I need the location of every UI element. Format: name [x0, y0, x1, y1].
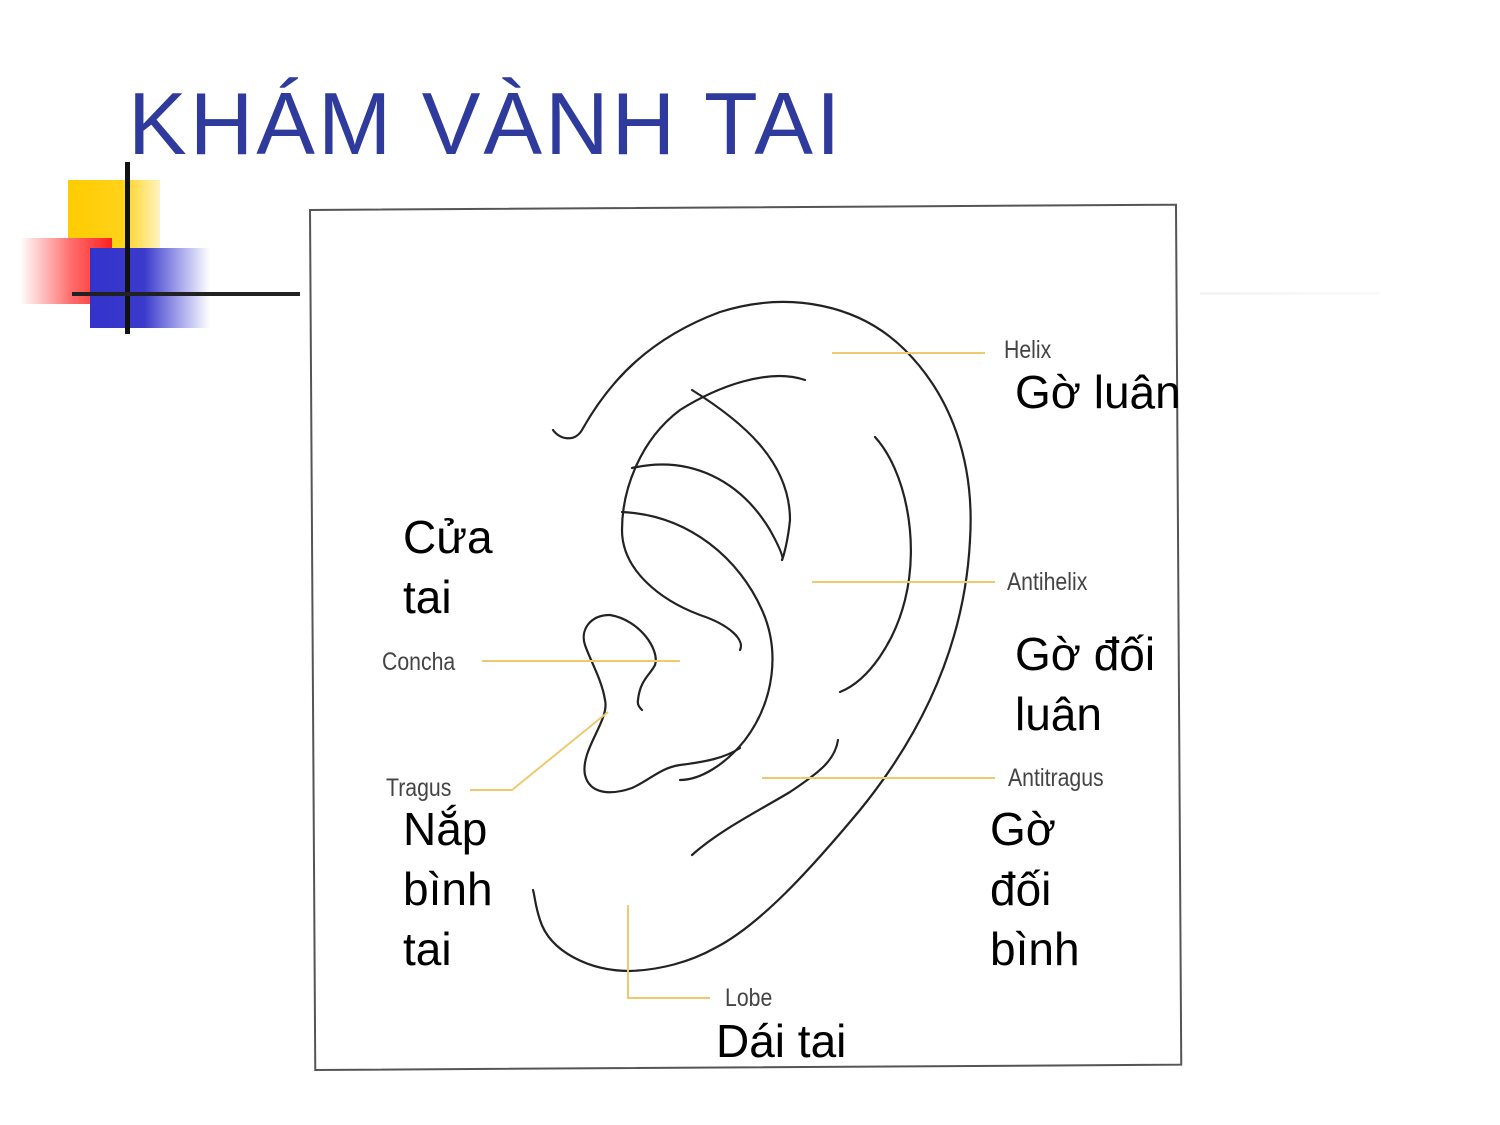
leader-tragus [470, 711, 609, 791]
label-concha-en: Concha [382, 648, 456, 676]
decor-horizontal-line [72, 292, 300, 296]
ear-outline [531, 300, 972, 973]
decor-blue-square [90, 248, 210, 328]
label-antitragus-vi: Gờ đối bình [990, 803, 1080, 975]
label-lobe-vi: Dái tai [716, 1015, 847, 1067]
label-antitragus-en: Antitragus [1008, 764, 1104, 792]
slide-title: KHÁM VÀNH TAI [128, 74, 844, 173]
leader-lines [470, 352, 995, 999]
label-helix-en: Helix [1004, 336, 1052, 364]
scapha-curve [690, 388, 792, 562]
tragus-outline [582, 613, 742, 794]
label-tragus-en: Tragus [386, 774, 452, 802]
antihelix-outline [620, 375, 807, 652]
label-tragus-vi: Nắp bình tai [403, 803, 493, 975]
label-lobe-en: Lobe [725, 984, 773, 1012]
label-antihelix-vi: Gờ đối luân [1015, 628, 1156, 740]
crus-upper [630, 463, 784, 562]
antitragus-outline [690, 738, 840, 857]
decor-vertical-line [125, 162, 130, 334]
leader-lobe [627, 905, 710, 999]
antihelix-ridge [838, 435, 912, 694]
concha-notch [608, 613, 657, 712]
helix-outline [531, 300, 972, 973]
crus-lower [620, 510, 774, 782]
decor-faint-line [1200, 292, 1380, 295]
label-antihelix-en: Antihelix [1007, 568, 1088, 596]
label-helix-vi: Gờ luân [1015, 366, 1181, 418]
label-concha-vi: Cửa tai [403, 511, 493, 623]
